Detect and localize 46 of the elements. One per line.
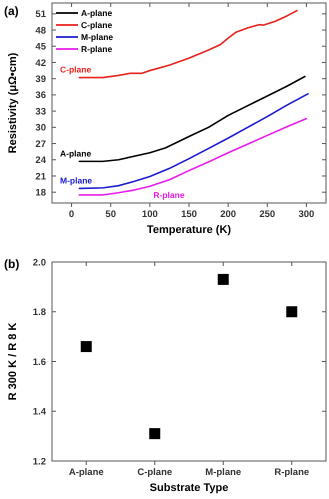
y-tick-label: 42 — [35, 58, 46, 69]
x-axis-title: Substrate Type — [150, 482, 228, 494]
chart-title: (b) — [4, 257, 20, 271]
annotation: C-plane — [60, 64, 92, 75]
point — [286, 306, 298, 318]
annotation: A-plane — [60, 148, 92, 158]
x-tick-label: 50 — [105, 209, 116, 220]
y-tick-label: 1.2 — [32, 456, 46, 468]
x-tick-label: 200 — [220, 209, 236, 220]
y-tick-label: 27 — [35, 138, 46, 150]
legend-label: R-plane — [81, 44, 112, 54]
y-tick-label: 1.8 — [32, 307, 46, 318]
x-tick-label: 100 — [142, 209, 158, 220]
y-tick-label: 39 — [35, 74, 46, 85]
y-tick-label: 1.6 — [32, 356, 46, 368]
x-tick-label: 250 — [259, 209, 276, 220]
annotation: M-plane — [60, 175, 92, 186]
y-tick-label: 48 — [35, 25, 46, 36]
y-tick-label: 33 — [35, 106, 46, 118]
y-tick-label: 51 — [35, 9, 47, 20]
y-tick-label: 36 — [35, 90, 46, 102]
point — [80, 341, 92, 352]
y-tick-label: 45 — [35, 42, 47, 53]
y-tick-label: 21 — [35, 171, 47, 182]
legend-label: C-plane — [81, 20, 112, 30]
x-tick-label: A-plane — [68, 467, 104, 478]
legend-label: M-plane — [81, 32, 114, 42]
x-axis-title: Temperature (K) — [146, 224, 232, 236]
x-tick-label: 0 — [68, 209, 74, 220]
point — [149, 428, 160, 440]
x-tick-label: C-plane — [137, 467, 172, 478]
annotation: R-plane — [153, 190, 185, 200]
x-tick-label: 300 — [298, 209, 314, 220]
legend-label: A-plane — [81, 8, 112, 18]
y-tick-label: 2.0 — [32, 257, 46, 268]
y-axis-title: R 300 K / R 8 K — [7, 322, 19, 400]
y-tick-label: 1.4 — [32, 406, 47, 418]
chart-title: (a) — [4, 4, 19, 18]
y-tick-label: 30 — [35, 122, 46, 134]
x-tick-label: R-plane — [274, 467, 310, 478]
x-tick-label: 150 — [181, 209, 197, 220]
y-tick-label: 18 — [35, 188, 46, 199]
y-axis-title: Resistivity (μΩ•cm) — [7, 52, 19, 154]
y-tick-label: 24 — [35, 155, 47, 166]
point — [218, 274, 229, 285]
x-tick-label: M-plane — [205, 467, 242, 478]
